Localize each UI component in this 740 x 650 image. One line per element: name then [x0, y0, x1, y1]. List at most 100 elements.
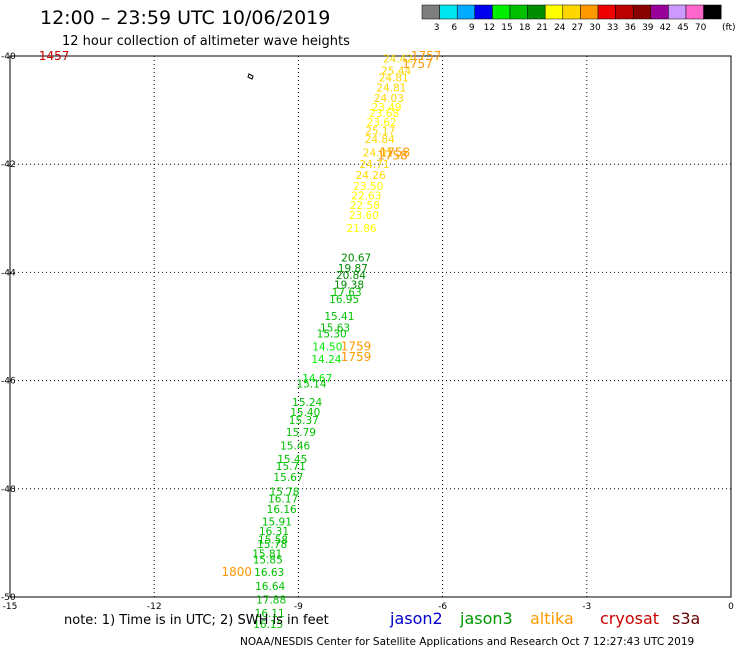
swh-point-label: 16.15: [253, 619, 283, 631]
swh-point-label: 21.86: [346, 223, 376, 235]
colorbar-tick-label: 6: [451, 23, 457, 33]
colorbar-swatch: [615, 4, 634, 20]
swh-point-label: 15.71: [276, 461, 306, 473]
time-label: 1759: [341, 350, 372, 364]
swh-point-label: 22.63: [351, 191, 381, 203]
swh-point-label: 15.85: [253, 555, 283, 567]
swh-point-label: 15.46: [280, 441, 310, 453]
y-tick-label: -42: [1, 160, 16, 170]
swh-point-label: 23.50: [353, 181, 383, 193]
swh-point-label: 24.71: [359, 159, 389, 171]
swh-point-label: 16.16: [267, 504, 297, 516]
colorbar-swatch: [597, 4, 616, 20]
colorbar-swatch: [474, 4, 493, 20]
axis-ticks: -15 -12 -9 -6 -3 0 -40 -42 -44 -46 -48 -50: [1, 52, 734, 612]
x-tick-label: -15: [3, 602, 18, 612]
swh-point-label: 14.50: [312, 342, 342, 354]
chart-title: 12:00 – 23:59 UTC 10/06/2019: [40, 7, 330, 29]
y-tick-label: -40: [1, 52, 16, 62]
corner-time-label: 1457: [39, 49, 70, 63]
colorbar-tick-label: 24: [554, 23, 566, 33]
swh-point-label: 15.40: [290, 407, 320, 419]
swh-point-label: 16.11: [255, 608, 285, 620]
swh-point-label: 14.67: [302, 373, 332, 385]
colorbar-swatch: [527, 4, 546, 20]
colorbar-swatch: [703, 4, 722, 20]
swh-point-label: 16.31: [259, 526, 289, 538]
x-tick-label: -12: [147, 602, 162, 612]
time-label: 1757: [402, 57, 433, 71]
grid-lines: [10, 56, 731, 597]
satellite-legend: jason2 jason3 altika cryosat s3a: [389, 609, 700, 628]
colorbar-tick-label: 3: [434, 23, 440, 33]
swh-point-label: 24.26: [356, 170, 386, 182]
swh-point-label: 23.60: [349, 210, 379, 222]
swh-point-label: 19.87: [338, 263, 368, 275]
y-tick-label: -46: [1, 377, 16, 387]
colorbar-tick-label: 27: [572, 23, 583, 33]
colorbar-swatch: [668, 4, 687, 20]
swh-point-label: 20.84: [336, 270, 366, 282]
swh-points: 24.4225.4424.8124.8124.0323.4923.6823.62…: [39, 49, 442, 631]
swh-point-label: 15.81: [252, 549, 282, 561]
x-tick-label: 0: [728, 602, 734, 612]
colorbar-tick-label: 9: [469, 23, 475, 33]
swh-point-label: 15.78: [270, 487, 300, 499]
swh-point-label: 14.24: [311, 354, 341, 366]
swh-point-label: 16.63: [254, 567, 284, 579]
colorbar-tick-label: 12: [484, 23, 495, 33]
swh-point-label: 20.67: [341, 252, 371, 264]
plot-frame: [9, 55, 732, 598]
wave-height-colorbar: 3 6 9 12 15 18 21 24 27 30 33 36 39 42 45 70: [421, 4, 722, 33]
satellite-legend-jason2: jason2: [389, 609, 443, 628]
swh-point-label: 15.24: [292, 397, 322, 409]
colorbar-tick-label: 21: [536, 23, 547, 33]
colorbar-tick-label: 45: [677, 23, 688, 33]
y-tick-label: -48: [1, 485, 16, 495]
time-label: 1757: [411, 49, 442, 63]
swh-point-label: 25.17: [365, 126, 395, 138]
colorbar-swatch: [439, 4, 458, 20]
y-tick-label: -50: [1, 593, 16, 603]
swh-point-label: 15.14: [296, 378, 326, 390]
swh-point-label: 23.49: [371, 102, 401, 114]
colorbar-swatch: [580, 4, 599, 20]
y-tick-label: -44: [1, 268, 16, 278]
colorbar-swatch: [456, 4, 476, 20]
swh-point-label: 17.88: [256, 595, 286, 607]
colorbar-swatch: [421, 4, 440, 20]
colorbar-tick-label: 33: [607, 23, 618, 33]
swh-point-label: 23.62: [367, 117, 397, 129]
swh-point-label: 15.45: [277, 454, 307, 466]
x-tick-label: -6: [438, 602, 447, 612]
island-outline: [247, 73, 254, 80]
satellite-legend-altika: altika: [530, 609, 574, 628]
colorbar-swatch: [562, 4, 581, 20]
swh-point-label: 22.58: [350, 200, 380, 212]
swh-point-label: 15.41: [324, 311, 354, 323]
swh-point-label: 15.91: [262, 516, 292, 528]
footer-note: note: 1) Time is in UTC; 2) SWH is in fe…: [64, 613, 329, 628]
swh-point-label: 24.84: [365, 134, 395, 146]
colorbar-tick-label: 39: [642, 23, 654, 33]
swh-point-label: 15.67: [273, 472, 303, 484]
time-label: 1759: [341, 340, 372, 354]
x-tick-label: -9: [294, 602, 303, 612]
swh-point-label: 24.03: [374, 93, 404, 105]
swh-point-label: 15.58: [258, 535, 288, 547]
colorbar-unit-label: (ft): [722, 23, 736, 33]
time-label: 1758: [377, 149, 408, 163]
colorbar-tick-label: 30: [589, 23, 601, 33]
swh-point-label: 15.63: [320, 323, 350, 335]
colorbar-tick-label: 70: [695, 23, 707, 33]
swh-point-label: 15.30: [317, 329, 347, 341]
swh-point-label: 24.81: [379, 73, 409, 85]
swh-point-label: 15.37: [289, 415, 319, 427]
chart-subtitle: 12 hour collection of altimeter wave hei…: [62, 34, 350, 49]
swh-point-label: 25.44: [381, 66, 411, 78]
colorbar-tick-label: 36: [624, 23, 636, 33]
swh-point-label: 17.63: [332, 287, 362, 299]
colorbar-tick-label: 15: [501, 23, 512, 33]
swh-point-label: 16.17: [268, 494, 298, 506]
x-tick-label: -3: [582, 602, 591, 612]
